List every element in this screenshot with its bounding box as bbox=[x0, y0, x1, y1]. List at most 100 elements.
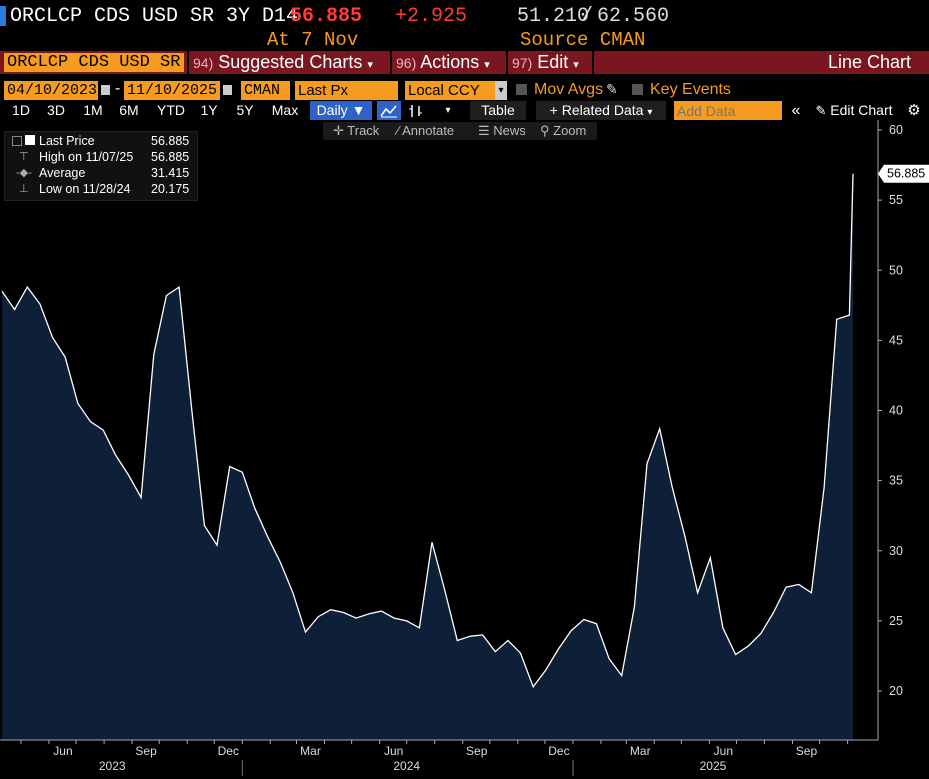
last-value-text: 56.885 bbox=[887, 167, 925, 181]
edit-chart-label: Edit Chart bbox=[830, 102, 893, 118]
end-date-field[interactable]: 11/10/2025 bbox=[124, 81, 220, 100]
calendar-icon[interactable] bbox=[101, 85, 110, 95]
security-color-marker bbox=[0, 6, 6, 26]
period-1d[interactable]: 1D bbox=[12, 102, 30, 118]
last-value-tag bbox=[878, 164, 929, 183]
legend-last-label: Last Price bbox=[39, 134, 95, 148]
toolbar-divider bbox=[592, 51, 594, 74]
y-axis: 20 25 30 35 40 45 50 55 60 bbox=[877, 120, 903, 740]
currency-selector[interactable]: Local CCY bbox=[405, 81, 495, 100]
x-month-label: Mar bbox=[300, 744, 321, 758]
high-marker-icon: ⊤ bbox=[19, 151, 29, 163]
edit-chart-button[interactable]: ✎ Edit Chart bbox=[808, 101, 900, 120]
date-range-dash: - bbox=[115, 80, 121, 97]
legend-average-label: Average bbox=[39, 166, 86, 180]
chevron-down-icon: ▾ bbox=[573, 59, 579, 71]
x-month-label: Dec bbox=[218, 744, 239, 758]
pencil-icon[interactable]: ✎ bbox=[606, 81, 618, 97]
suggested-charts-menu[interactable]: 94) Suggested Charts ▾ bbox=[193, 51, 373, 74]
function-toolbar: ORCLCP CDS USD SR 94) Suggested Charts ▾… bbox=[0, 51, 929, 74]
mov-avgs-checkbox[interactable] bbox=[516, 84, 527, 95]
collapse-legend-icon[interactable] bbox=[12, 136, 22, 146]
line-chart-icon[interactable] bbox=[377, 101, 401, 120]
start-date-field[interactable]: 04/10/2023 bbox=[4, 81, 98, 100]
chart-tools: ✛ Track ⁄ Annotate ☰ News ⚲ Zoom bbox=[0, 122, 929, 140]
chevron-down-icon: ▾ bbox=[367, 59, 373, 71]
currency-dropdown-icon[interactable]: ▾ bbox=[495, 81, 507, 100]
quote-subheader: At 7 Nov Source CMAN bbox=[0, 28, 929, 51]
period-max[interactable]: Max bbox=[271, 102, 299, 118]
x-month-label: Sep bbox=[135, 744, 157, 758]
y-tick-label: 35 bbox=[889, 474, 903, 488]
legend-high-label: High on 11/07/25 bbox=[39, 150, 134, 164]
news-label: News bbox=[493, 123, 526, 138]
range-low: 51.210 bbox=[517, 5, 590, 28]
related-data-button[interactable]: + Related Data ▾ bbox=[536, 101, 666, 120]
period-6m[interactable]: 6M bbox=[119, 102, 139, 118]
toolbar-divider bbox=[390, 51, 392, 74]
annotate-tool[interactable]: ⁄ Annotate bbox=[397, 123, 455, 138]
track-tool[interactable]: ✛ Track bbox=[333, 123, 380, 138]
range-separator: / bbox=[581, 5, 594, 28]
ohlc-glyph bbox=[409, 105, 422, 117]
collapse-icon[interactable]: « bbox=[791, 102, 801, 119]
track-label: Track bbox=[347, 123, 380, 138]
pencil-icon: ✎ bbox=[815, 103, 827, 118]
ticker-title: ORCLCP CDS USD SR 3Y D14 bbox=[10, 5, 299, 28]
calendar-icon[interactable] bbox=[223, 85, 232, 95]
period-1y[interactable]: 1Y bbox=[200, 102, 218, 118]
x-month-label: Sep bbox=[796, 744, 818, 758]
last-value-marker: 56.885 bbox=[878, 164, 929, 183]
legend-last-value: 56.885 bbox=[151, 134, 190, 148]
x-month-label: Jun bbox=[714, 744, 733, 758]
period-5y[interactable]: 5Y bbox=[236, 102, 254, 118]
chart-type-label[interactable]: Line Chart bbox=[828, 52, 912, 72]
period-1m[interactable]: 1M bbox=[83, 102, 103, 118]
range-high: 62.560 bbox=[597, 5, 670, 28]
source-field[interactable]: CMAN bbox=[241, 81, 290, 100]
x-axis: Jun Sep Dec Mar Jun Sep Dec Mar Jun Sep 2023 2024 20… bbox=[0, 739, 878, 776]
zoom-tool[interactable]: ⚲ Zoom bbox=[540, 123, 587, 138]
mov-avgs-label[interactable]: Mov Avgs bbox=[534, 81, 604, 98]
table-button[interactable]: Table bbox=[470, 101, 526, 120]
add-data-input[interactable] bbox=[674, 101, 782, 120]
y-tick-label: 55 bbox=[889, 193, 903, 207]
chart-legend[interactable]: Last Price 56.885 ⊤ High on 11/07/25 56.… bbox=[4, 131, 198, 201]
bar-chart-icon[interactable] bbox=[405, 101, 427, 120]
y-tick-label: 60 bbox=[889, 123, 903, 137]
x-month-label: Sep bbox=[466, 744, 488, 758]
chevron-down-icon: ▾ bbox=[484, 59, 490, 71]
y-tick-label: 20 bbox=[889, 684, 903, 698]
price-area-fill bbox=[2, 173, 853, 740]
key-events-label[interactable]: Key Events bbox=[650, 81, 731, 98]
x-month-label: Jun bbox=[53, 744, 72, 758]
legend-average-value: 31.415 bbox=[151, 166, 190, 180]
y-tick-label: 45 bbox=[889, 333, 903, 347]
chart-parameters: 04/10/2023 - 11/10/2025 CMAN Last Px Loc… bbox=[0, 79, 929, 101]
legend-high-value: 56.885 bbox=[151, 150, 190, 164]
low-marker-icon: ⊥ bbox=[19, 183, 29, 195]
y-tick-label: 50 bbox=[889, 263, 903, 277]
actions-number: 96) bbox=[396, 55, 417, 71]
x-year-label: 2024 bbox=[393, 759, 420, 773]
x-month-label: Mar bbox=[630, 744, 651, 758]
actions-menu[interactable]: 96) Actions ▾ bbox=[396, 51, 490, 74]
key-events-checkbox[interactable] bbox=[632, 84, 643, 95]
news-tool[interactable]: ☰ News bbox=[478, 123, 526, 138]
x-month-label: Dec bbox=[548, 744, 569, 758]
period-ytd[interactable]: YTD bbox=[157, 102, 185, 118]
field-selector[interactable]: Last Px bbox=[295, 81, 398, 100]
chart-style-dropdown-icon[interactable]: ▾ bbox=[445, 105, 451, 116]
average-marker-icon: -◆- bbox=[16, 167, 32, 179]
line-chart-glyph bbox=[380, 105, 397, 118]
gear-icon[interactable]: ⚙ bbox=[907, 102, 921, 119]
period-3d[interactable]: 3D bbox=[47, 102, 65, 118]
period-toolbar: 1D 3D 1M 6M YTD 1Y 5Y Max Daily ▼ ▾ Tabl… bbox=[0, 100, 929, 121]
frequency-selector[interactable]: Daily ▼ bbox=[310, 101, 372, 120]
y-tick-label: 25 bbox=[889, 614, 903, 628]
toolbar-divider bbox=[187, 51, 189, 74]
edit-label: Edit bbox=[537, 52, 569, 72]
security-field[interactable]: ORCLCP CDS USD SR bbox=[4, 53, 184, 72]
edit-menu[interactable]: 97) Edit ▾ bbox=[512, 51, 579, 74]
